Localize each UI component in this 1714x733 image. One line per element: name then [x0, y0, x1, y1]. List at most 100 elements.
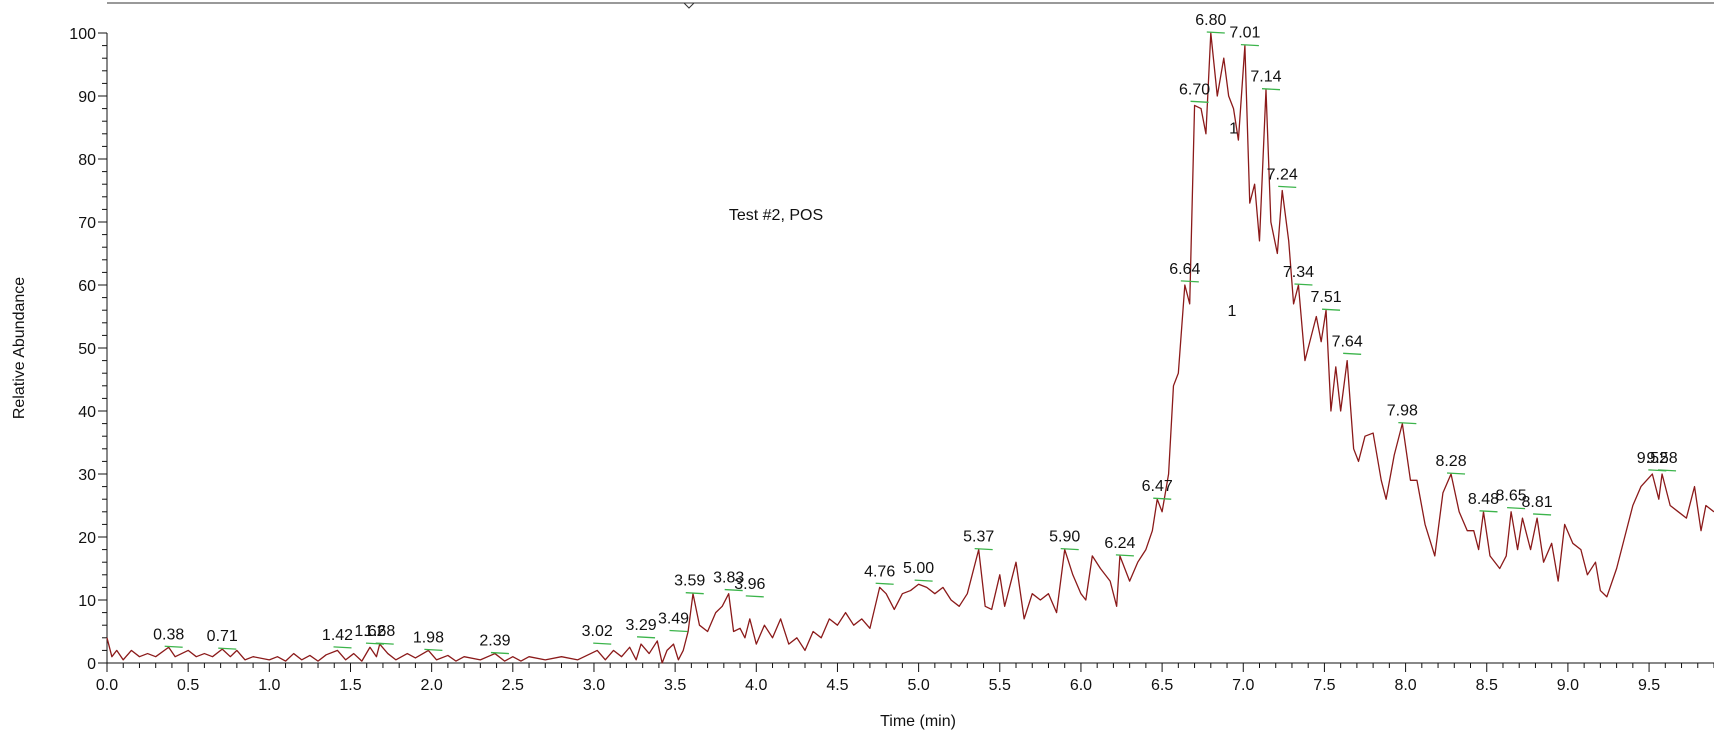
peak-label: 1.68	[364, 623, 395, 640]
x-tick-label: 1.5	[339, 677, 361, 694]
peak-marker	[1060, 547, 1079, 551]
x-tick-label: 2.5	[502, 677, 524, 694]
peak-label: 5.37	[963, 529, 994, 546]
y-tick-label: 40	[78, 404, 96, 421]
peak-marker	[1479, 510, 1498, 513]
x-tick-label: 5.0	[907, 677, 929, 694]
peak-marker	[914, 579, 933, 582]
trace	[106, 32, 1714, 664]
peak-label: 6.24	[1104, 535, 1135, 552]
peak-marker	[424, 648, 443, 652]
peak-label: 7.01	[1229, 25, 1260, 42]
y-tick-label: 10	[78, 593, 96, 610]
peak-marker	[333, 646, 352, 649]
peak-label: 4.76	[864, 563, 895, 580]
peak-label: 1.62	[354, 623, 385, 640]
y-tick-label: 30	[78, 467, 96, 484]
peak-label: 3.96	[734, 576, 765, 593]
x-tick-label: 5.5	[989, 677, 1011, 694]
peak-marker	[1398, 421, 1417, 425]
peak-label: 8.65	[1496, 488, 1527, 505]
x-tick-label: 8.5	[1476, 677, 1498, 694]
top-handle	[683, 2, 695, 9]
peak-label: 7.24	[1267, 166, 1298, 183]
peak-label: 3.02	[582, 623, 613, 640]
x-tick-label: 3.5	[664, 677, 686, 694]
peak-label: 3.83	[713, 570, 744, 587]
x-tick-label: 7.0	[1232, 677, 1254, 694]
peak-label: 3.49	[658, 611, 689, 628]
y-tick-label: 0	[87, 656, 96, 673]
y-tick-label: 60	[78, 278, 96, 295]
peak-label: 5.90	[1049, 529, 1080, 546]
peak-marker	[375, 642, 394, 645]
y-tick-label: 50	[78, 341, 96, 358]
peak-marker	[1322, 308, 1341, 311]
marker-label: 1	[1229, 121, 1238, 138]
peak-marker	[637, 636, 656, 639]
peak-marker	[1533, 513, 1552, 516]
peak-label: 6.64	[1169, 261, 1200, 278]
peak-label: 7.98	[1387, 403, 1418, 420]
peak-marker	[1206, 31, 1225, 34]
peak-label: 7.14	[1250, 69, 1281, 86]
peak-marker	[1343, 352, 1362, 355]
peak-label: 3.29	[625, 617, 656, 634]
peak-marker	[685, 592, 704, 595]
peak-marker	[1180, 280, 1199, 283]
x-tick-label: 0.5	[177, 677, 199, 694]
peak-label: 1.98	[413, 629, 444, 646]
peak-marker	[669, 629, 688, 633]
peak-label: 8.48	[1468, 491, 1499, 508]
x-tick-label: 0.0	[96, 677, 118, 694]
peak-label: 8.28	[1435, 453, 1466, 470]
x-tick-label: 6.5	[1151, 677, 1173, 694]
x-tick-label: 6.0	[1070, 677, 1092, 694]
peak-marker	[1240, 43, 1259, 47]
peak-label: 9.52	[1637, 450, 1668, 467]
peak-marker	[490, 651, 509, 655]
x-tick-label: 9.5	[1638, 677, 1660, 694]
x-tick-label: 4.5	[826, 677, 848, 694]
peak-marker	[1190, 100, 1209, 103]
x-tick-label: 2.0	[421, 677, 443, 694]
peak-label: 9.58	[1646, 450, 1677, 467]
peak-marker	[1294, 283, 1313, 286]
y-tick-label: 90	[78, 89, 96, 106]
x-tick-label: 7.5	[1313, 677, 1335, 694]
peak-marker	[1447, 472, 1466, 475]
y-tick-label: 80	[78, 152, 96, 169]
peak-marker	[875, 582, 894, 585]
peak-marker	[1261, 88, 1281, 91]
x-tick-label: 8.0	[1394, 677, 1416, 694]
peak-label: 1.42	[322, 627, 353, 644]
peak-marker	[1115, 554, 1134, 557]
peak-label: 7.34	[1283, 264, 1314, 281]
y-tick-label: 20	[78, 530, 96, 547]
peak-marker	[1278, 185, 1297, 188]
y-axis-label: Relative Abundance	[11, 277, 28, 419]
peak-label: 0.71	[207, 628, 238, 645]
peak-label: 6.70	[1179, 81, 1210, 98]
x-tick-label: 4.0	[745, 677, 767, 694]
peak-label: 6.47	[1142, 478, 1173, 495]
peak-label: 5.00	[903, 560, 934, 577]
x-tick-label: 9.0	[1557, 677, 1579, 694]
x-tick-label: 3.0	[583, 677, 605, 694]
peak-label: 0.38	[153, 626, 184, 643]
peak-marker	[1507, 507, 1526, 510]
peak-marker	[1658, 469, 1677, 472]
peak-label: 3.59	[674, 573, 705, 590]
peak-label: 6.80	[1195, 12, 1226, 29]
peak-label: 7.64	[1332, 333, 1363, 350]
peak-label: 2.39	[479, 633, 510, 650]
peak-marker	[593, 642, 612, 645]
marker-label: 1	[1227, 303, 1236, 320]
peak-marker	[164, 645, 183, 648]
peak-marker	[724, 588, 743, 592]
peak-marker	[1153, 497, 1172, 500]
x-tick-label: 1.0	[258, 677, 280, 694]
x-axis-label: Time (min)	[880, 713, 956, 730]
